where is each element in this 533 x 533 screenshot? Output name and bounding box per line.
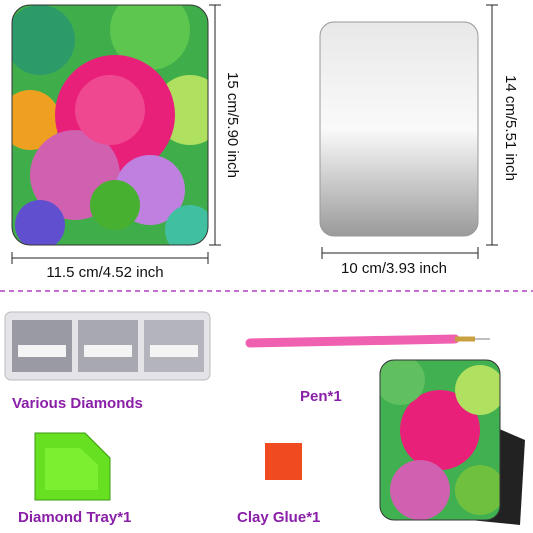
mosaic-mirror: [12, 5, 208, 245]
tray-well: [45, 448, 98, 490]
diamond-bags: [4, 311, 211, 381]
clay-glue: [265, 443, 302, 480]
item-label: Pen*1: [300, 388, 342, 405]
item-label: Clay Glue*1: [237, 509, 320, 526]
item-label: Various Diamonds: [12, 395, 143, 412]
item-label: Diamond Tray*1: [18, 509, 131, 526]
mirror: [319, 21, 479, 237]
folded-mirror-frame: [379, 359, 501, 521]
pen: [245, 334, 490, 348]
dimension-label: 15 cm/5.90 inch: [224, 72, 241, 178]
dimension-label: 10 cm/3.93 inch: [341, 260, 447, 277]
dimension-label: 14 cm/5.51 inch: [502, 75, 519, 181]
folded-mirror: [380, 360, 500, 520]
dimension-label: 11.5 cm/4.52 inch: [46, 264, 163, 281]
